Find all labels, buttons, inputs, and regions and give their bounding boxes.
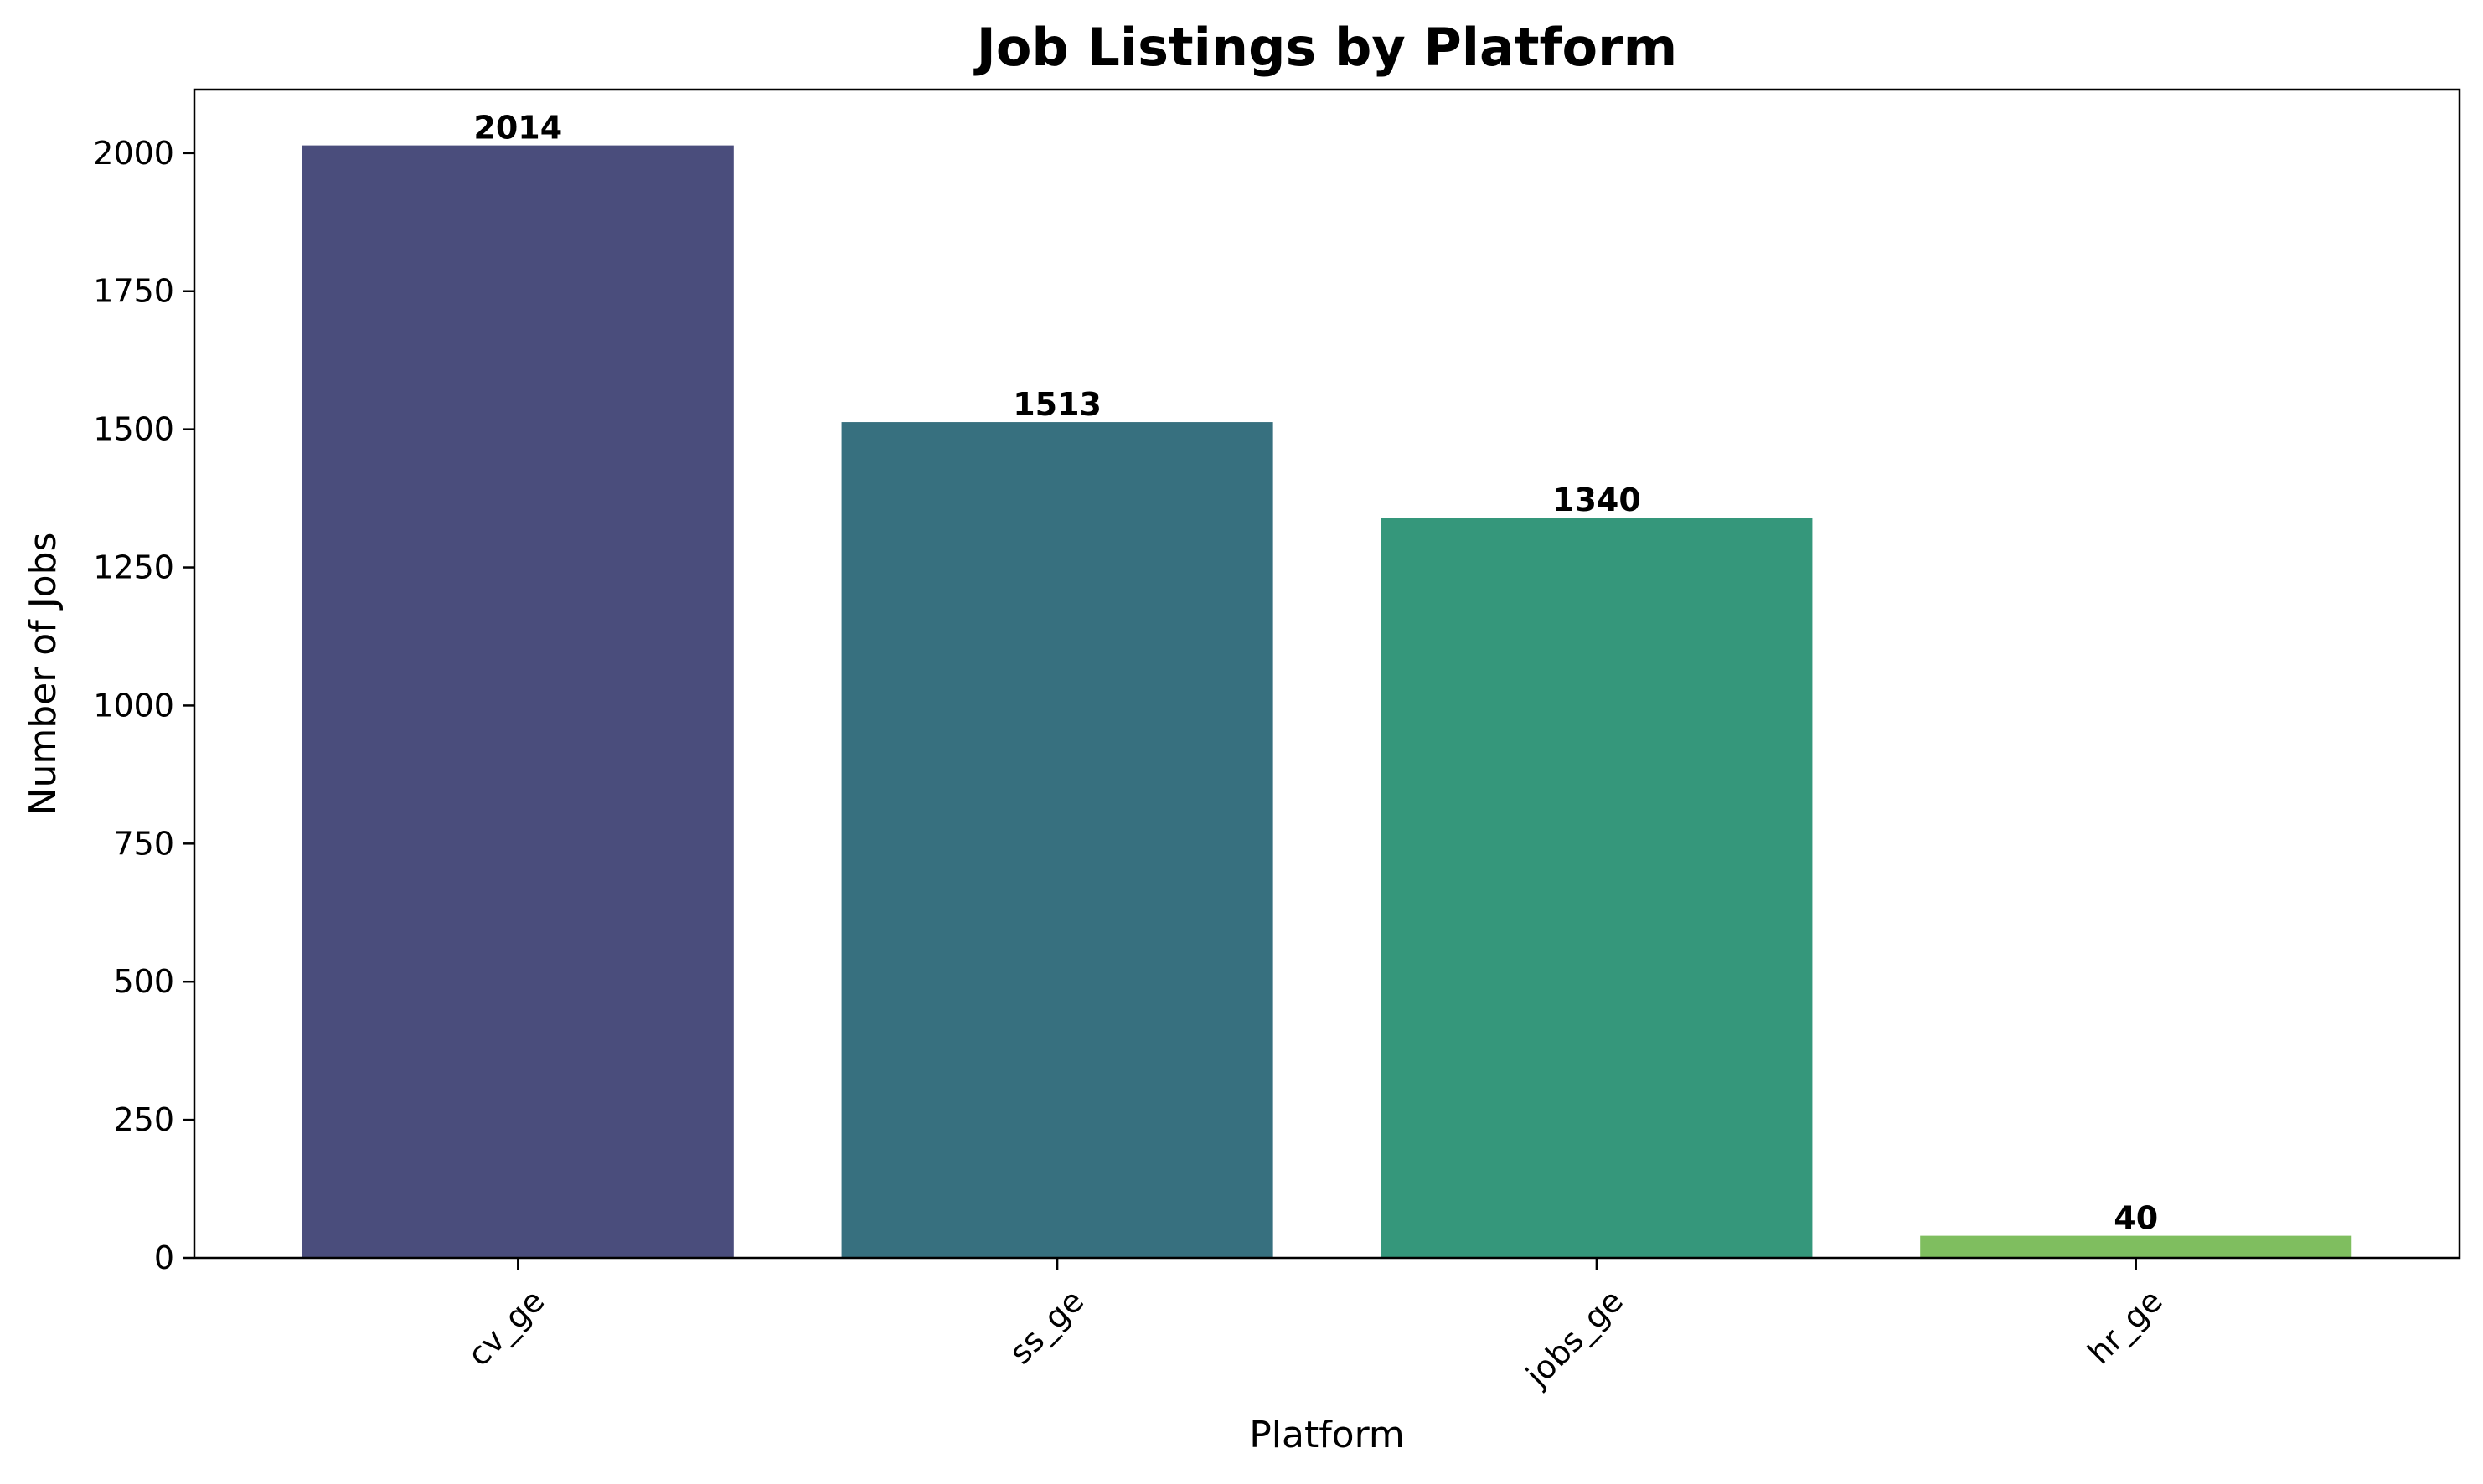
data-label-hr_ge: 40	[2114, 1200, 2158, 1237]
bar-cv_ge	[302, 145, 734, 1258]
data-label-ss_ge: 1513	[1013, 386, 1102, 423]
y-tick-label: 500	[113, 963, 174, 1000]
y-tick-label: 0	[154, 1239, 174, 1276]
bar-jobs_ge	[1381, 518, 1813, 1258]
y-tick-label: 2000	[93, 135, 174, 172]
y-tick-label: 250	[113, 1101, 174, 1138]
chart-title: Job Listings by Platform	[973, 17, 1678, 78]
y-tick-label: 1250	[93, 549, 174, 586]
y-tick-label: 1750	[93, 273, 174, 310]
bars-group	[302, 145, 2352, 1258]
y-tick-label: 1000	[93, 687, 174, 724]
x-axis-label: Platform	[1249, 1414, 1405, 1456]
y-tick-label: 750	[113, 825, 174, 862]
data-label-cv_ge: 2014	[473, 110, 562, 147]
data-label-jobs_ge: 1340	[1552, 482, 1641, 518]
y-axis-label: Number of Jobs	[22, 533, 65, 816]
bar-ss_ge	[841, 422, 1273, 1258]
plot-frame	[193, 88, 2461, 1260]
y-axis: 0 250 500 750 1000 1250 1500 1750 2000	[93, 135, 194, 1276]
data-labels-group: 2014 1513 1340 40	[473, 110, 2158, 1237]
y-tick-label: 1500	[93, 411, 174, 448]
bar-hr_ge	[1920, 1235, 2352, 1258]
